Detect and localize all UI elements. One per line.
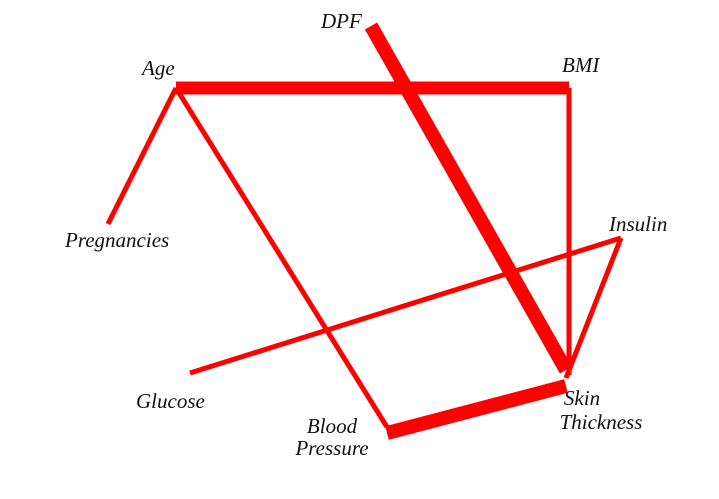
node-label-blood-pressure: Blood Pressure: [285, 415, 379, 459]
node-label-blood-pressure-line1: Blood: [306, 414, 358, 438]
node-label-skin-thickness-line1: Skin: [563, 386, 601, 410]
edge-blood-pressure-skin-thickness: [385, 379, 568, 440]
node-label-skin-thickness-line2: Thickness: [559, 410, 643, 434]
node-label-insulin: Insulin: [609, 212, 668, 236]
edge-age-pregnancies: [105, 86, 179, 226]
edge-insulin-skin-thickness: [563, 237, 624, 379]
node-label-bmi: BMI: [562, 53, 600, 77]
edge-insulin-glucose: [189, 235, 622, 376]
edge-age-blood-pressure: [173, 86, 390, 429]
node-label-glucose: Glucose: [136, 389, 205, 413]
edge-dpf-skin-thickness: [364, 22, 573, 374]
node-label-skin-thickness: Skin Thickness: [551, 387, 651, 433]
node-label-blood-pressure-line2: Pressure: [295, 436, 369, 460]
node-label-age: Age: [142, 56, 175, 80]
node-label-pregnancies: Pregnancies: [65, 228, 170, 252]
node-label-dpf: DPF: [321, 9, 362, 33]
